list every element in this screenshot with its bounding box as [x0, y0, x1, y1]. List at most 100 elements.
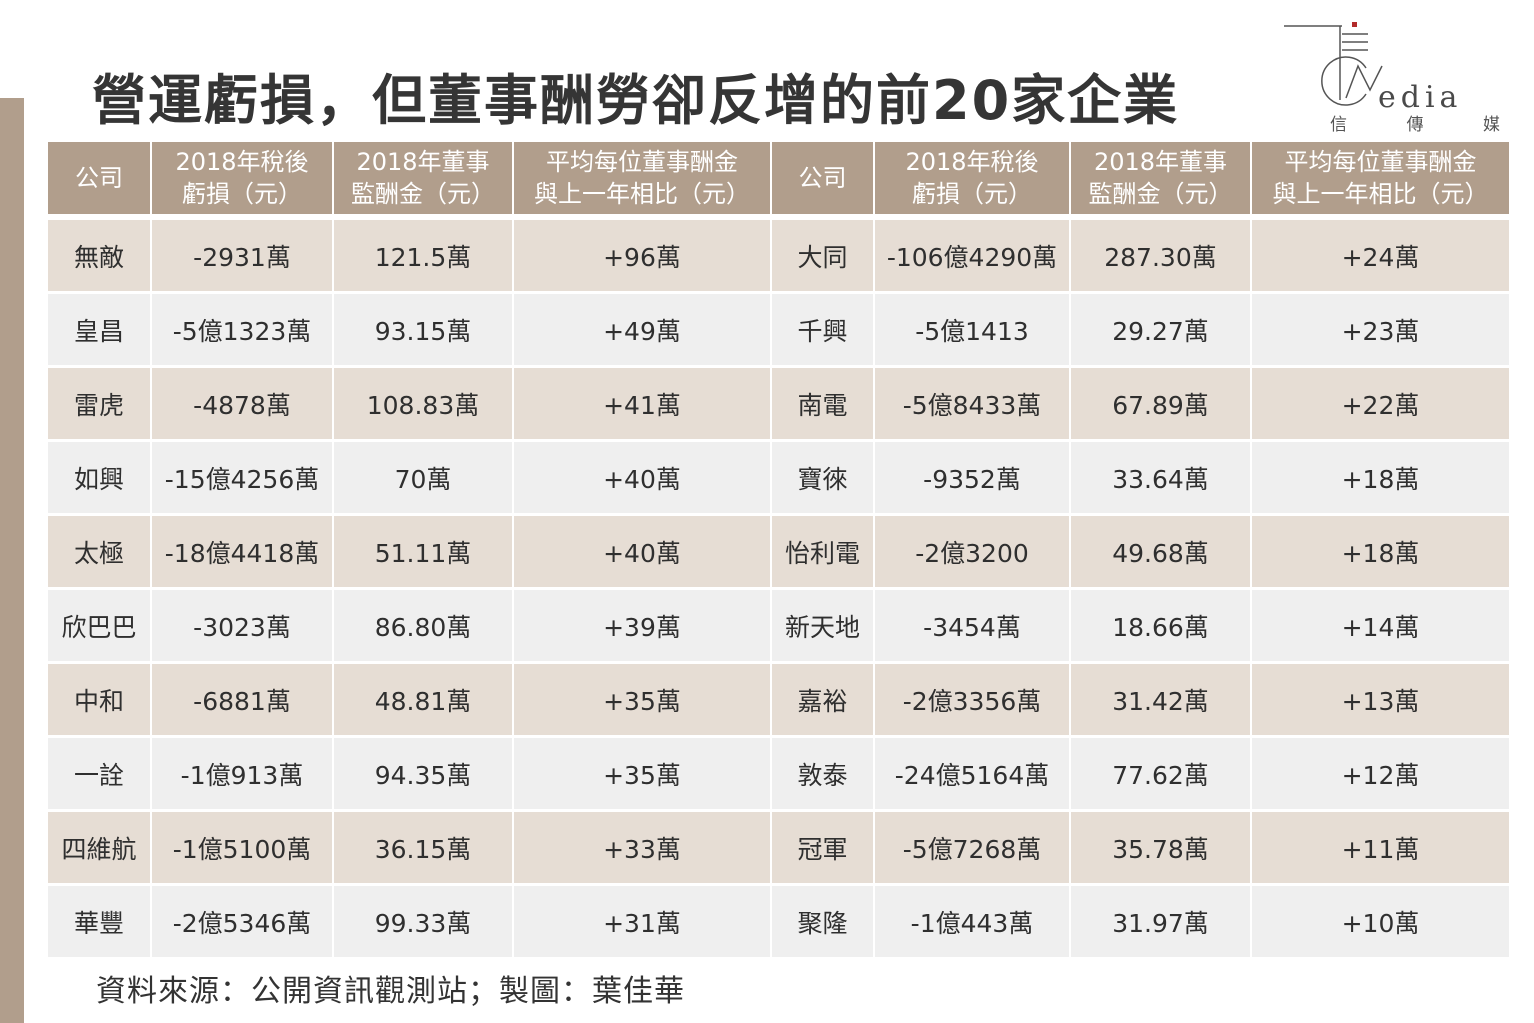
table-row: 欣巴巴 -3023萬 86.80萬 +39萬 新天地 -3454萬 18.66萬 +14萬 — [48, 587, 1509, 663]
cell-company: 嘉裕 — [771, 661, 875, 737]
cell-avg: +13萬 — [1251, 661, 1509, 737]
cell-avg: +18萬 — [1251, 439, 1509, 515]
cell-avg: +23萬 — [1251, 291, 1509, 367]
cell-company: 敦泰 — [771, 735, 875, 811]
cell-pay: 49.68萬 — [1070, 513, 1252, 589]
cell-pay: 18.66萬 — [1070, 587, 1252, 663]
cell-company: 皇昌 — [48, 291, 152, 367]
cell-company: 大同 — [771, 214, 875, 293]
cell-pay: 35.78萬 — [1070, 809, 1252, 885]
header-avg: 平均每位董事酬金 與上一年相比（元） — [1251, 142, 1509, 217]
cell-pay: 121.5萬 — [333, 214, 514, 293]
data-table: 公司 2018年稅後 虧損（元） 2018年董事 監酬金（元） 平均每位董事酬金 與上… — [48, 142, 1509, 957]
cell-avg: +12萬 — [1251, 735, 1509, 811]
cell-pay: 36.15萬 — [333, 809, 514, 885]
header-company: 公司 — [48, 142, 152, 217]
cell-company: 怡利電 — [771, 513, 875, 589]
logo-mark-icon — [1284, 22, 1383, 106]
cell-company: 聚隆 — [771, 883, 875, 957]
cell-pay: 48.81萬 — [333, 661, 514, 737]
cell-avg: +10萬 — [1251, 883, 1509, 957]
cell-loss: -2931萬 — [151, 214, 334, 293]
cell-avg: +24萬 — [1251, 214, 1509, 293]
cell-avg: +49萬 — [513, 291, 772, 367]
logo-sub-char: 信 — [1330, 115, 1347, 135]
cell-loss: -1億5100萬 — [151, 809, 334, 885]
cell-company: 寶徠 — [771, 439, 875, 515]
cell-pay: 77.62萬 — [1070, 735, 1252, 811]
header-pay: 2018年董事 監酬金（元） — [333, 142, 514, 217]
cell-loss: -15億4256萬 — [151, 439, 334, 515]
cell-pay: 93.15萬 — [333, 291, 514, 367]
cell-loss: -3454萬 — [874, 587, 1071, 663]
cell-loss: -5億8433萬 — [874, 365, 1071, 441]
table-row: 無敵 -2931萬 121.5萬 +96萬 大同 -106億4290萬 287.30萬 +24… — [48, 214, 1509, 293]
header-loss: 2018年稅後 虧損（元） — [874, 142, 1071, 217]
table-row: 四維航 -1億5100萬 36.15萬 +33萬 冠軍 -5億7268萬 35.78萬 +11… — [48, 809, 1509, 885]
table-header-row: 公司 2018年稅後 虧損（元） 2018年董事 監酬金（元） 平均每位董事酬金 與上… — [48, 142, 1509, 217]
header-loss: 2018年稅後 虧損（元） — [151, 142, 334, 217]
cell-avg: +33萬 — [513, 809, 772, 885]
cell-pay: 94.35萬 — [333, 735, 514, 811]
cell-avg: +35萬 — [513, 735, 772, 811]
logo-word: edia — [1378, 80, 1463, 115]
cell-pay: 86.80萬 — [333, 587, 514, 663]
cell-avg: +11萬 — [1251, 809, 1509, 885]
cell-company: 欣巴巴 — [48, 587, 152, 663]
table-row: 中和 -6881萬 48.81萬 +35萬 嘉裕 -2億3356萬 31.42萬 +13萬 — [48, 661, 1509, 737]
logo-subtitle: 信 傳 媒 — [1330, 110, 1500, 135]
logo-sub-char: 媒 — [1483, 115, 1500, 135]
cell-loss: -5億7268萬 — [874, 809, 1071, 885]
cell-avg: +22萬 — [1251, 365, 1509, 441]
cell-avg: +39萬 — [513, 587, 772, 663]
cell-pay: 108.83萬 — [333, 365, 514, 441]
table-row: 華豐 -2億5346萬 99.33萬 +31萬 聚隆 -1億443萬 31.97萬 +10萬 — [48, 883, 1509, 957]
table-row: 雷虎 -4878萬 108.83萬 +41萬 南電 -5億8433萬 67.89萬 +22萬 — [48, 365, 1509, 441]
cell-avg: +18萬 — [1251, 513, 1509, 589]
cell-loss: -3023萬 — [151, 587, 334, 663]
cell-company: 雷虎 — [48, 365, 152, 441]
cell-loss: -2億5346萬 — [151, 883, 334, 957]
cell-company: 千興 — [771, 291, 875, 367]
side-accent-bar — [0, 98, 24, 1023]
cell-loss: -6881萬 — [151, 661, 334, 737]
table-row: 皇昌 -5億1323萬 93.15萬 +49萬 千興 -5億1413 29.27萬 +23萬 — [48, 291, 1509, 367]
cell-company: 一詮 — [48, 735, 152, 811]
cell-avg: +14萬 — [1251, 587, 1509, 663]
cell-pay: 287.30萬 — [1070, 214, 1252, 293]
cell-company: 四維航 — [48, 809, 152, 885]
source-note: 資料來源：公開資訊觀測站；製圖：葉佳華 — [96, 974, 685, 1009]
cell-avg: +41萬 — [513, 365, 772, 441]
cell-avg: +31萬 — [513, 883, 772, 957]
tcmedia-logo: edia 信 傳 媒 — [1282, 20, 1500, 135]
cell-pay: 31.97萬 — [1070, 883, 1252, 957]
cell-avg: +96萬 — [513, 214, 772, 293]
cell-loss: -24億5164萬 — [874, 735, 1071, 811]
cell-pay: 99.33萬 — [333, 883, 514, 957]
cell-avg: +40萬 — [513, 513, 772, 589]
page-title: 營運虧損，但董事酬勞卻反增的前20家企業 — [92, 69, 1180, 132]
cell-pay: 67.89萬 — [1070, 365, 1252, 441]
cell-pay: 31.42萬 — [1070, 661, 1252, 737]
cell-company: 華豐 — [48, 883, 152, 957]
cell-company: 無敵 — [48, 214, 152, 293]
cell-loss: -5億1413 — [874, 291, 1071, 367]
cell-loss: -18億4418萬 — [151, 513, 334, 589]
cell-avg: +40萬 — [513, 439, 772, 515]
cell-company: 太極 — [48, 513, 152, 589]
table-row: 太極 -18億4418萬 51.11萬 +40萬 怡利電 -2億3200 49.68萬 +18… — [48, 513, 1509, 589]
cell-company: 新天地 — [771, 587, 875, 663]
cell-loss: -5億1323萬 — [151, 291, 334, 367]
cell-avg: +35萬 — [513, 661, 772, 737]
header-pay: 2018年董事 監酬金（元） — [1070, 142, 1252, 217]
cell-company: 中和 — [48, 661, 152, 737]
cell-loss: -1億913萬 — [151, 735, 334, 811]
table-row: 如興 -15億4256萬 70萬 +40萬 寶徠 -9352萬 33.64萬 +18萬 — [48, 439, 1509, 515]
cell-pay: 70萬 — [333, 439, 514, 515]
cell-company: 如興 — [48, 439, 152, 515]
cell-pay: 29.27萬 — [1070, 291, 1252, 367]
logo-sub-char: 傳 — [1406, 115, 1424, 135]
cell-loss: -4878萬 — [151, 365, 334, 441]
cell-loss: -1億443萬 — [874, 883, 1071, 957]
header-avg: 平均每位董事酬金 與上一年相比（元） — [513, 142, 772, 217]
